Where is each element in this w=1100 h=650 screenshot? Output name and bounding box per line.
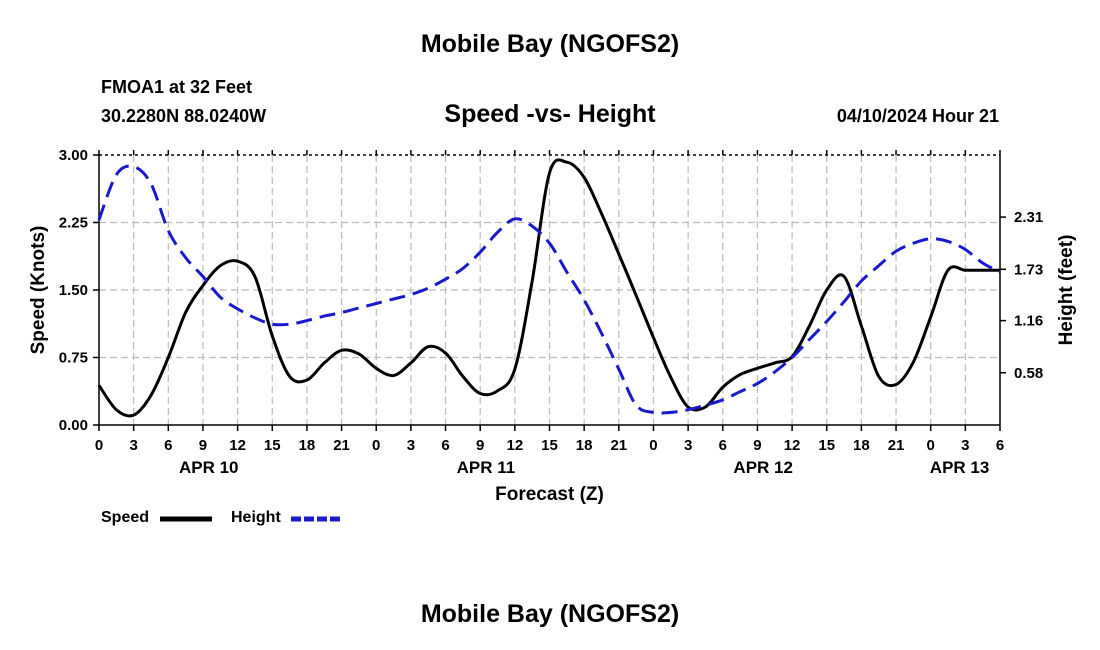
station-label: FMOA1 at 32 Feet [101,77,253,97]
x-tick-label: 3 [684,437,692,454]
x-tick-label: 12 [507,437,524,454]
y-tick-label: 2.25 [59,215,88,232]
x-tick-label: 9 [753,437,761,454]
x-tick-label: 15 [818,437,835,454]
x-tick-label: 6 [164,437,172,454]
x-axis-label: Forecast (Z) [495,484,604,505]
legend-height-label: Height [231,509,281,526]
date-label: APR 12 [733,458,793,477]
date-label: APR 13 [930,458,990,477]
x-tick-label: 21 [888,437,905,454]
x-tick-label: 6 [719,437,727,454]
y-axis-label: Speed (Knots) [28,226,49,355]
y2-tick-label: 2.31 [1014,209,1043,226]
x-tick-label: 18 [299,437,316,454]
x-tick-label: 12 [784,437,801,454]
y-tick-label: 1.50 [59,282,88,299]
forecast-datetime: 04/10/2024 Hour 21 [836,106,999,126]
x-tick-label: 0 [649,437,657,454]
x-tick-label: 9 [199,437,207,454]
station-coordinates: 30.2280N 88.0240W [101,106,267,126]
x-tick-label: 0 [372,437,380,454]
x-tick-label: 0 [95,437,103,454]
x-tick-label: 15 [541,437,558,454]
y2-tick-label: 1.16 [1014,313,1043,330]
x-tick-label: 0 [927,437,935,454]
y-tick-label: 3.00 [59,147,88,164]
x-tick-label: 21 [610,437,627,454]
x-tick-label: 21 [333,437,350,454]
x-tick-label: 9 [476,437,484,454]
legend-speed-label: Speed [101,509,150,526]
x-tick-label: 15 [264,437,281,454]
x-tick-label: 18 [576,437,593,454]
chart-subtitle: Speed -vs- Height [444,100,656,128]
x-tick-label: 12 [229,437,246,454]
footer-title: Mobile Bay (NGOFS2) [420,600,680,628]
x-tick-label: 3 [961,437,969,454]
y2-axis-label: Height (feet) [1056,235,1077,346]
x-tick-label: 3 [407,437,415,454]
y-tick-label: 0.75 [59,350,88,367]
y2-tick-label: 0.58 [1014,365,1043,382]
x-tick-label: 6 [996,437,1004,454]
x-tick-label: 6 [441,437,449,454]
y-tick-label: 0.00 [59,417,88,434]
y2-tick-label: 1.73 [1014,261,1043,278]
date-label: APR 11 [457,458,516,477]
x-tick-label: 3 [129,437,137,454]
date-label: APR 10 [179,458,239,477]
series-line-speed [97,158,1000,418]
x-tick-label: 18 [853,437,870,454]
chart-title: Mobile Bay (NGOFS2) [420,30,680,58]
series-line-height [97,164,1001,415]
